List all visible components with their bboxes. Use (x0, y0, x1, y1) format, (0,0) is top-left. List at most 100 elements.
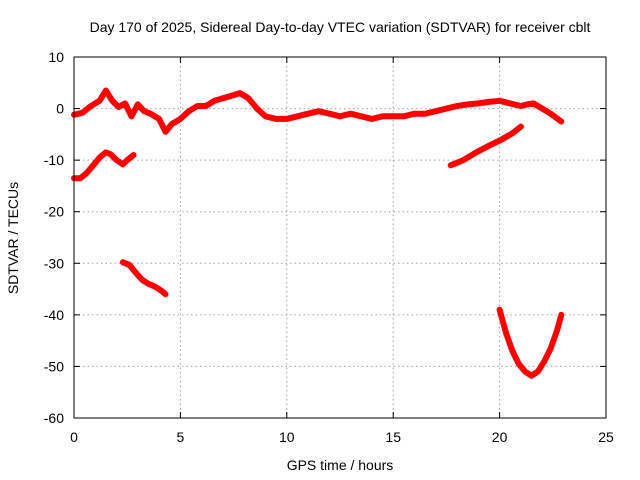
series-main-track (71, 87, 565, 135)
data-point (142, 109, 147, 114)
data-point (499, 137, 504, 142)
data-point (97, 98, 102, 104)
data-point (103, 88, 109, 93)
data-point (139, 277, 145, 282)
x-tick-label: 25 (598, 429, 614, 445)
x-tick-label: 20 (492, 429, 508, 445)
data-point (195, 103, 200, 109)
data-point (401, 114, 406, 119)
data-point (246, 96, 251, 101)
x-tick-label: 10 (279, 429, 295, 445)
data-point (80, 110, 85, 115)
data-point (348, 111, 353, 116)
data-point (522, 369, 528, 374)
data-point (327, 111, 332, 116)
y-tick-label: 0 (56, 101, 64, 117)
series-arc-early (71, 149, 137, 182)
data-point (103, 150, 109, 155)
data-point (110, 98, 115, 104)
x-tick-label: 15 (385, 429, 401, 445)
data-point (531, 101, 536, 106)
grid-lines (74, 57, 606, 418)
data-point (178, 116, 183, 122)
data-point (412, 111, 417, 116)
data-point (116, 104, 121, 110)
data-point (359, 114, 364, 119)
data-series (71, 87, 565, 379)
data-point (148, 111, 153, 116)
series-arc-deep (496, 306, 565, 379)
data-point (369, 116, 375, 122)
data-point (444, 106, 449, 111)
y-tick-label: -50 (44, 358, 64, 374)
data-point (146, 281, 151, 287)
data-point (542, 359, 547, 364)
data-point (486, 99, 492, 105)
data-point (474, 150, 479, 155)
data-point (125, 157, 130, 163)
data-point (135, 102, 140, 107)
data-point (186, 109, 192, 114)
data-point (295, 114, 300, 119)
x-axis-title: GPS time / hours (287, 457, 394, 473)
data-point (503, 330, 509, 336)
data-point (305, 111, 311, 116)
data-point (254, 106, 260, 111)
data-point (203, 103, 209, 109)
data-point (159, 288, 164, 293)
data-point (84, 170, 90, 176)
data-point (559, 312, 564, 318)
data-point (510, 131, 515, 136)
data-point (548, 111, 553, 116)
data-point (120, 260, 126, 265)
data-point (497, 98, 502, 104)
data-point (454, 103, 460, 109)
data-point (131, 152, 136, 158)
data-point (422, 111, 428, 116)
data-point (129, 114, 134, 119)
data-point (127, 262, 132, 267)
data-point (220, 96, 226, 101)
data-point (97, 155, 102, 160)
y-tick-label: -40 (44, 307, 64, 323)
data-point (518, 124, 524, 129)
data-point (535, 369, 541, 374)
x-tick-label: 5 (177, 429, 185, 445)
data-point (559, 119, 564, 124)
data-point (263, 114, 268, 119)
data-point (152, 284, 158, 289)
series-arc-low (119, 259, 169, 298)
data-point (497, 307, 502, 312)
x-tick-labels: 0 5 10 15 20 25 (70, 429, 614, 445)
y-tick-labels: 10 0 -10 -20 -30 -40 -50 -60 (44, 49, 64, 426)
data-point (156, 116, 162, 122)
data-point (461, 157, 466, 163)
data-point (554, 328, 560, 333)
axis-ticks (73, 56, 607, 419)
y-axis-title: SDTVAR / TECUs (5, 182, 21, 294)
data-point (510, 348, 515, 354)
y-tick-label: -60 (44, 410, 64, 426)
data-point (229, 93, 234, 98)
data-point (525, 102, 530, 107)
y-tick-label: -30 (44, 255, 64, 271)
data-point (391, 114, 396, 119)
data-point (163, 292, 168, 297)
data-point (529, 373, 534, 378)
chart-title: Day 170 of 2025, Sidereal Day-to-day VTE… (90, 19, 591, 35)
data-point (316, 109, 321, 114)
data-point (284, 116, 289, 122)
data-point (540, 106, 545, 111)
data-point (169, 121, 175, 127)
data-point (465, 102, 470, 107)
data-point (237, 90, 243, 96)
y-tick-label: -20 (44, 204, 64, 220)
data-point (163, 129, 168, 134)
data-point (448, 163, 453, 168)
data-point (212, 98, 217, 104)
series-arc-late (447, 123, 524, 169)
plot-frame (73, 56, 607, 419)
data-point (88, 103, 94, 109)
